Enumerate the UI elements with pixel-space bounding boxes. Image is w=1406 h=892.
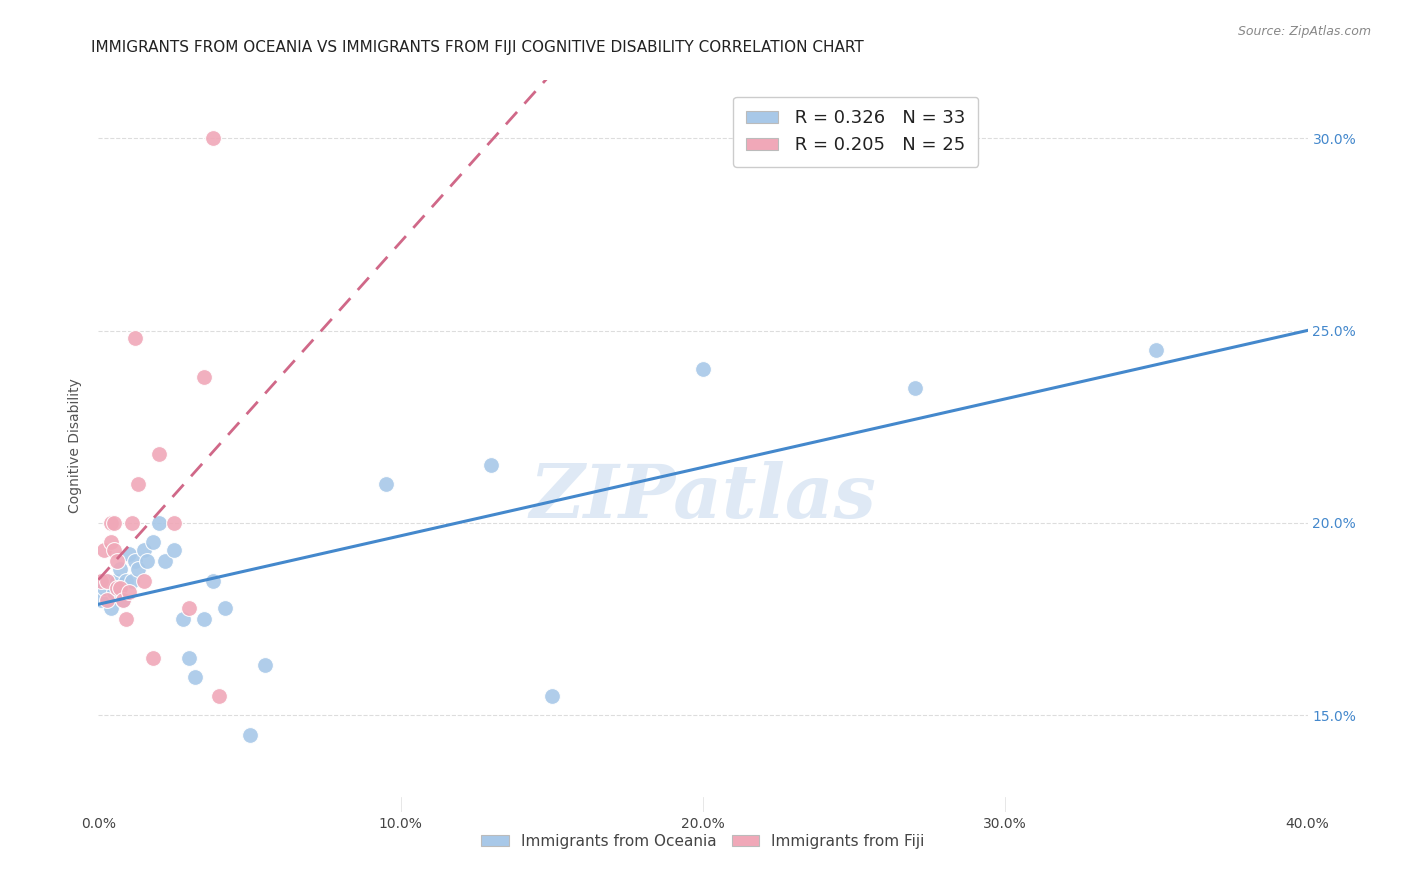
Point	[142, 650, 165, 665]
Point	[239, 728, 262, 742]
Point	[374, 477, 396, 491]
Point	[96, 574, 118, 588]
Point	[96, 593, 118, 607]
Point	[105, 582, 128, 596]
Point	[135, 554, 157, 568]
Point	[93, 582, 115, 596]
Point	[184, 670, 207, 684]
Point	[172, 612, 194, 626]
Point	[103, 585, 125, 599]
Point	[692, 362, 714, 376]
Point	[193, 612, 215, 626]
Point	[121, 574, 143, 588]
Point	[114, 574, 136, 588]
Point	[132, 543, 155, 558]
Point	[163, 543, 186, 558]
Point	[127, 477, 149, 491]
Point	[96, 574, 118, 588]
Point	[103, 543, 125, 558]
Point	[124, 554, 146, 568]
Point	[100, 600, 122, 615]
Point	[108, 582, 131, 596]
Point	[118, 585, 141, 599]
Point	[193, 369, 215, 384]
Point	[105, 574, 128, 588]
Point	[111, 593, 134, 607]
Point	[153, 554, 176, 568]
Point	[1144, 343, 1167, 357]
Point	[100, 535, 122, 549]
Point	[179, 600, 201, 615]
Text: IMMIGRANTS FROM OCEANIA VS IMMIGRANTS FROM FIJI COGNITIVE DISABILITY CORRELATION: IMMIGRANTS FROM OCEANIA VS IMMIGRANTS FR…	[91, 40, 865, 55]
Point	[208, 690, 231, 704]
Point	[100, 516, 122, 530]
Point	[163, 516, 186, 530]
Point	[904, 381, 927, 395]
Point	[148, 516, 170, 530]
Legend: Immigrants from Oceania, Immigrants from Fiji: Immigrants from Oceania, Immigrants from…	[475, 828, 931, 855]
Point	[124, 331, 146, 345]
Point	[114, 612, 136, 626]
Point	[93, 543, 115, 558]
Point	[127, 562, 149, 576]
Point	[90, 593, 112, 607]
Point	[90, 574, 112, 588]
Point	[118, 547, 141, 561]
Text: ZIPatlas: ZIPatlas	[530, 461, 876, 533]
Point	[142, 535, 165, 549]
Point	[132, 574, 155, 588]
Point	[481, 458, 503, 473]
Point	[253, 658, 276, 673]
Point	[202, 574, 225, 588]
Point	[105, 554, 128, 568]
Point	[111, 593, 134, 607]
Point	[108, 562, 131, 576]
Point	[540, 690, 562, 704]
Text: Source: ZipAtlas.com: Source: ZipAtlas.com	[1237, 25, 1371, 38]
Point	[179, 650, 201, 665]
Point	[214, 600, 236, 615]
Y-axis label: Cognitive Disability: Cognitive Disability	[69, 378, 83, 514]
Point	[121, 516, 143, 530]
Point	[202, 131, 225, 145]
Point	[148, 447, 170, 461]
Point	[103, 516, 125, 530]
